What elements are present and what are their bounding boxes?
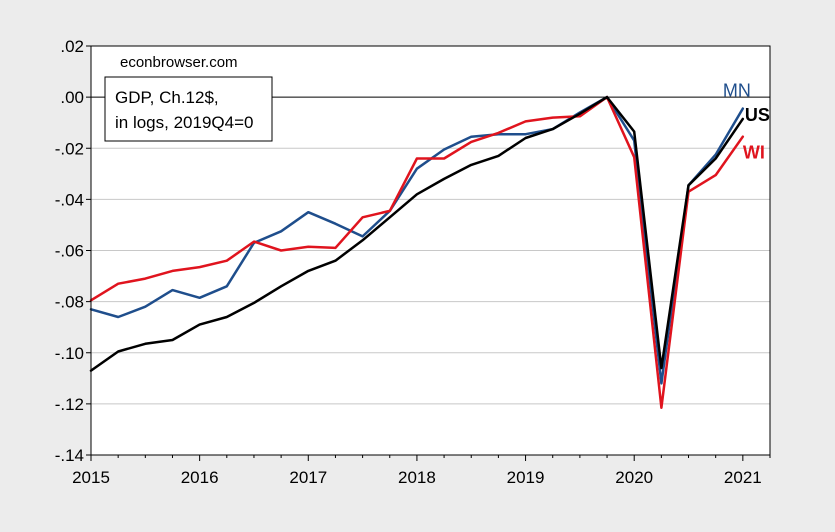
y-tick-labels: .02 .00 -.02 -.04 -.06 -.08 -.10 -.12 -.14 — [55, 37, 84, 465]
x-tick-labels: 2015 2016 2017 2018 2019 2020 2021 — [72, 468, 762, 487]
legend-box: GDP, Ch.12$, in logs, 2019Q4=0 — [104, 76, 273, 142]
x-tick-label: 2016 — [181, 468, 219, 487]
source-annotation: econbrowser.com — [120, 54, 238, 71]
series-line-us — [89, 95, 745, 372]
axis-ticks — [86, 45, 771, 461]
series-line-wi — [89, 95, 745, 409]
y-tick-label: -.02 — [55, 139, 84, 158]
legend-box-frame — [104, 76, 273, 142]
x-tick-label: 2019 — [507, 468, 545, 487]
y-tick-label: -.06 — [55, 242, 84, 261]
x-tick-label: 2021 — [724, 468, 762, 487]
series-labels: MN US WI — [723, 81, 770, 163]
legend-box-line-1: GDP, Ch.12$, — [115, 88, 219, 107]
y-tick-label: -.12 — [55, 395, 84, 414]
y-tick-label: -.08 — [55, 293, 84, 312]
y-tick-label: -.14 — [55, 446, 84, 465]
gridlines — [91, 147, 770, 405]
y-tick-label: .02 — [60, 37, 84, 56]
series-label-wi: WI — [743, 143, 765, 163]
x-tick-label: 2020 — [615, 468, 653, 487]
y-tick-label: -.04 — [55, 190, 84, 209]
y-tick-label: -.10 — [55, 344, 84, 363]
series-lines — [89, 95, 745, 409]
series-label-us: US — [745, 105, 770, 125]
y-tick-label: .00 — [60, 88, 84, 107]
x-tick-label: 2015 — [72, 468, 110, 487]
x-tick-label: 2018 — [398, 468, 436, 487]
series-label-mn: MN — [723, 81, 751, 101]
legend-box-line-2: in logs, 2019Q4=0 — [115, 113, 253, 132]
x-tick-label: 2017 — [289, 468, 327, 487]
